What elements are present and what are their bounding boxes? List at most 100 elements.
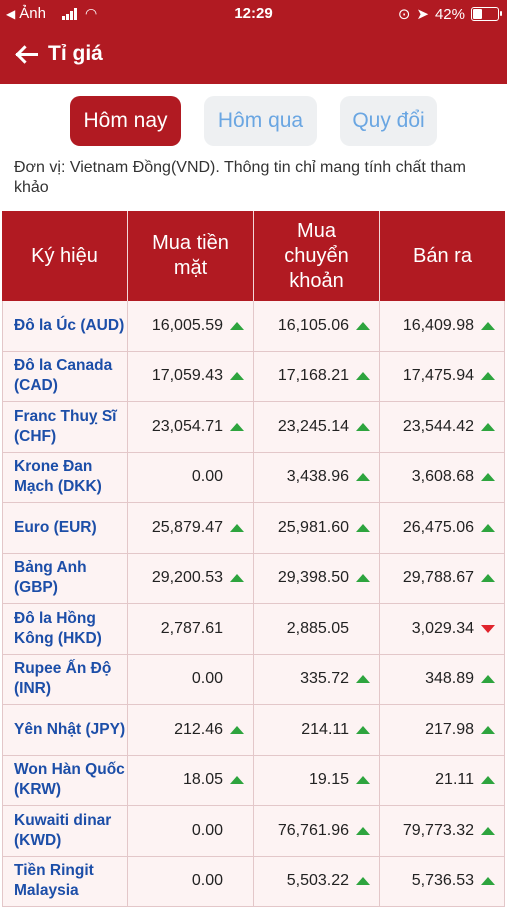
trend-up-icon — [229, 321, 245, 331]
cash-buy-value: 18.05 — [183, 771, 223, 789]
tab-yesterday[interactable]: Hôm qua — [204, 96, 317, 146]
sell: 79,773.32 — [380, 806, 505, 856]
currency-name-value: Bảng Anh (GBP) — [14, 558, 127, 598]
currency-name: Đô la Úc (AUD) — [2, 301, 128, 351]
sell: 17,475.94 — [380, 352, 505, 402]
currency-name-value: Đô la Hồng Kông (HKD) — [14, 609, 127, 649]
currency-name-value: Đô la Úc (AUD) — [14, 316, 124, 336]
cash-buy: 212.46 — [128, 705, 254, 755]
battery-icon — [471, 7, 499, 21]
cash-buy: 2,787.61 — [128, 604, 254, 654]
transfer-buy: 3,438.96 — [254, 453, 380, 503]
sell-value: 217.98 — [425, 721, 474, 739]
back-arrow-icon[interactable] — [12, 42, 40, 66]
header-symbol: Ký hiệu — [2, 211, 128, 301]
trend-none-icon — [229, 472, 245, 482]
currency-name-value: Rupee Ấn Độ (INR) — [14, 659, 127, 699]
header-cash-buy: Mua tiền mặt — [128, 211, 254, 301]
transfer-buy-value: 29,398.50 — [278, 569, 349, 587]
currency-name: Đô la Hồng Kông (HKD) — [2, 604, 128, 654]
rotation-lock-icon: ⊙ — [398, 5, 411, 23]
table-row[interactable]: Đô la Hồng Kông (HKD)2,787.61 2,885.05 3,0… — [2, 604, 505, 655]
transfer-buy: 19.15 — [254, 756, 380, 806]
sell-value: 16,409.98 — [403, 317, 474, 335]
currency-name-value: Kuwaiti dinar (KWD) — [14, 811, 127, 851]
currency-name-value: Krone Đan Mạch (DKK) — [14, 457, 127, 497]
sell-value: 3,608.68 — [412, 468, 474, 486]
sell: 16,409.98 — [380, 301, 505, 351]
currency-name-value: Won Hàn Quốc (KRW) — [14, 760, 127, 800]
sell-value: 21.11 — [435, 771, 474, 789]
cash-buy: 25,879.47 — [128, 503, 254, 553]
cash-buy-value: 29,200.53 — [152, 569, 223, 587]
transfer-buy: 17,168.21 — [254, 352, 380, 402]
trend-up-icon — [480, 472, 496, 482]
currency-name-value: Yên Nhật (JPY) — [14, 720, 125, 740]
sell: 26,475.06 — [380, 503, 505, 553]
sell: 21.11 — [380, 756, 505, 806]
sell-value: 26,475.06 — [403, 519, 474, 537]
currency-name: Rupee Ấn Độ (INR) — [2, 655, 128, 705]
sell-value: 5,736.53 — [412, 872, 474, 890]
sell-value: 79,773.32 — [403, 822, 474, 840]
trend-up-icon — [480, 523, 496, 533]
transfer-buy-value: 2,885.05 — [287, 620, 349, 638]
transfer-buy-value: 23,245.14 — [278, 418, 349, 436]
cash-buy: 18.05 — [128, 756, 254, 806]
table-row[interactable]: Bảng Anh (GBP) 29,200.53 29,398.50 29,788.6… — [2, 554, 505, 605]
transfer-buy: 25,981.60 — [254, 503, 380, 553]
cash-buy-value: 23,054.71 — [152, 418, 223, 436]
transfer-buy: 29,398.50 — [254, 554, 380, 604]
cash-buy: 0.00 — [128, 806, 254, 856]
table-row[interactable]: Franc Thuỵ Sĩ (CHF) 23,054.71 23,245.14 23,… — [2, 402, 505, 453]
trend-up-icon — [355, 674, 371, 684]
trend-up-icon — [480, 826, 496, 836]
unit-note: Đơn vị: Vietnam Đồng(VND). Thông tin chỉ… — [14, 158, 494, 198]
trend-up-icon — [480, 371, 496, 381]
battery-percent: 42% — [435, 6, 465, 23]
trend-up-icon — [480, 725, 496, 735]
location-icon: ➤ — [416, 5, 429, 23]
trend-up-icon — [229, 371, 245, 381]
sell: 23,544.42 — [380, 402, 505, 452]
table-row[interactable]: Euro (EUR) 25,879.47 25,981.60 26,475.06 — [2, 503, 505, 554]
table-row[interactable]: Yên Nhật (JPY)212.46 214.11 217.98 — [2, 705, 505, 756]
sell: 3,029.34 — [380, 604, 505, 654]
cash-buy-value: 25,879.47 — [152, 519, 223, 537]
table-header: Ký hiệu Mua tiền mặt Mua chuyển khoản Bá… — [2, 211, 505, 301]
header-cash-buy-label: Mua tiền mặt — [146, 231, 236, 281]
tab-convert[interactable]: Quy đổi — [340, 96, 437, 146]
currency-name: Franc Thuỵ Sĩ (CHF) — [2, 402, 128, 452]
transfer-buy-value: 214.11 — [301, 721, 349, 739]
table-row[interactable]: Won Hàn Quốc (KRW) 18.05 19.15 21.11 — [2, 756, 505, 807]
trend-up-icon — [355, 523, 371, 533]
trend-up-icon — [480, 573, 496, 583]
header-transfer-buy: Mua chuyển khoản — [254, 211, 380, 301]
trend-up-icon — [480, 876, 496, 886]
trend-up-icon — [355, 422, 371, 432]
currency-name-value: Franc Thuỵ Sĩ (CHF) — [14, 407, 127, 447]
sell-value: 29,788.67 — [403, 569, 474, 587]
sell: 5,736.53 — [380, 857, 505, 907]
sell-value: 23,544.42 — [403, 418, 474, 436]
currency-name: Euro (EUR) — [2, 503, 128, 553]
cash-buy-value: 0.00 — [192, 670, 223, 688]
tab-today[interactable]: Hôm nay — [70, 96, 181, 146]
page-title: Tỉ giá — [48, 42, 103, 66]
transfer-buy: 16,105.06 — [254, 301, 380, 351]
sell-value: 348.89 — [425, 670, 474, 688]
trend-up-icon — [355, 775, 371, 785]
trend-none-icon — [229, 624, 245, 634]
trend-up-icon — [480, 321, 496, 331]
trend-up-icon — [480, 422, 496, 432]
currency-name: Kuwaiti dinar (KWD) — [2, 806, 128, 856]
status-bar: ◀ Ảnh ◠ 12:29 ⊙ ➤ 42% — [0, 0, 507, 28]
transfer-buy-value: 5,503.22 — [287, 872, 349, 890]
cash-buy: 16,005.59 — [128, 301, 254, 351]
